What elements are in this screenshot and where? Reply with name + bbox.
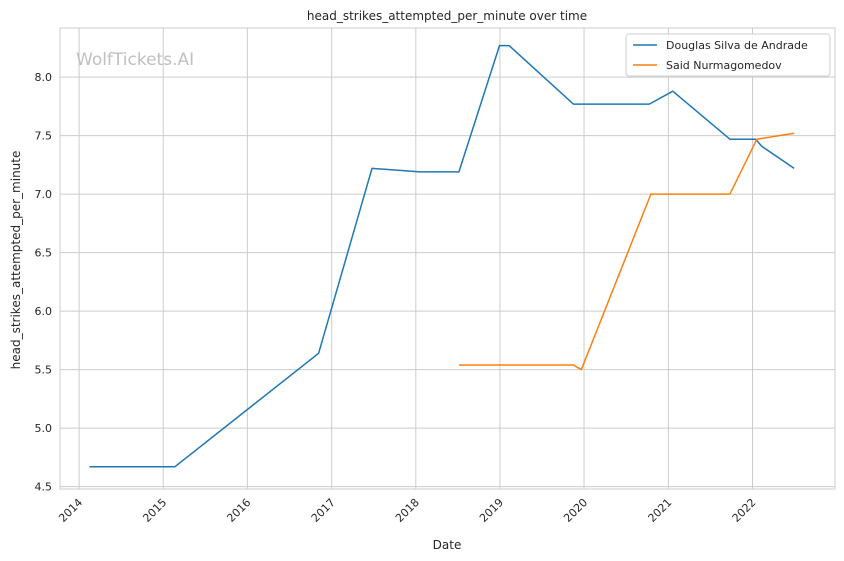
y-tick-label: 4.5 [35, 481, 53, 494]
series-lines [89, 44, 795, 468]
grid-lines [60, 28, 835, 489]
y-axis-label: head_strikes_attempted_per_minute [9, 151, 23, 370]
x-axis-label: Date [433, 538, 462, 552]
series-line-1 [89, 44, 795, 468]
y-tick-label: 8.0 [35, 71, 53, 84]
plot-frame [59, 27, 836, 490]
y-tick-label: 6.5 [35, 247, 53, 260]
legend-box [625, 33, 831, 77]
legend-label-1: Douglas Silva de Andrade [666, 39, 808, 52]
chart-title: head_strikes_attempted_per_minute over t… [307, 9, 587, 23]
legend: Douglas Silva de Andrade Said Nurmagomedo… [625, 33, 831, 77]
series-line-2 [458, 132, 795, 371]
y-tick-label: 5.0 [35, 422, 53, 435]
y-tick-label: 7.5 [35, 130, 53, 143]
y-tick-labels: 4.5 5.0 5.5 6.0 6.5 7.0 7.5 8.0 [35, 71, 53, 494]
legend-label-2: Said Nurmagomedov [666, 59, 782, 72]
y-tick-label: 6.0 [35, 305, 53, 318]
y-tick-label: 5.5 [35, 364, 53, 377]
watermark: WolfTickets.AI [76, 50, 194, 70]
y-tick-label: 7.0 [35, 188, 53, 201]
plot-area [60, 28, 835, 489]
